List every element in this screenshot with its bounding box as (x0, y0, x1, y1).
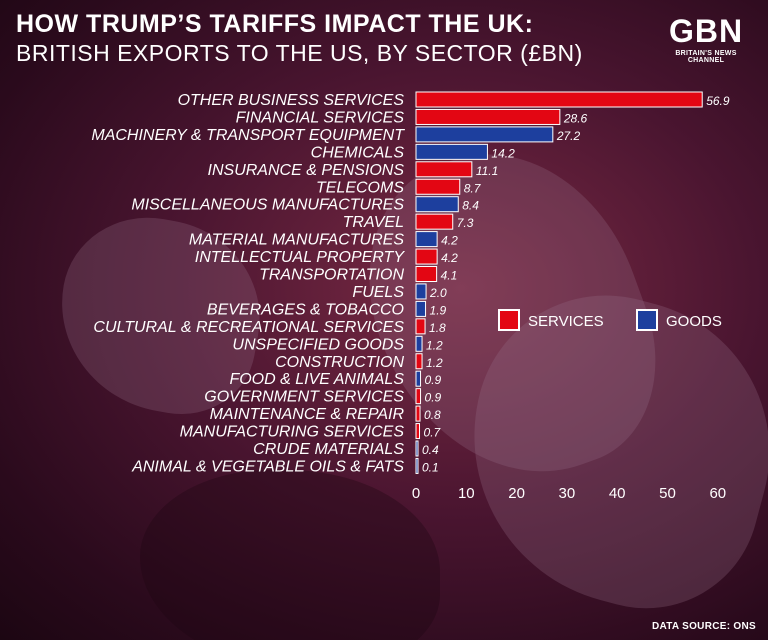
value-label: 0.4 (422, 443, 439, 457)
x-tick-label: 20 (508, 485, 525, 502)
legend-swatch (498, 309, 520, 331)
value-label: 0.8 (424, 408, 441, 422)
x-tick-label: 30 (559, 485, 576, 502)
category-label: MACHINERY & TRANSPORT EQUIPMENT (91, 127, 405, 144)
category-label: FUELS (352, 284, 404, 301)
bar (415, 143, 488, 160)
category-label: TRAVEL (343, 214, 404, 231)
chart-subtitle: BRITISH EXPORTS TO THE US, BY SECTOR (£B… (16, 40, 583, 66)
category-label: TRANSPORTATION (259, 267, 404, 284)
category-label: MISCELLANEOUS MANUFACTURES (131, 197, 404, 214)
category-label: MATERIAL MANUFACTURES (189, 232, 404, 249)
bar (415, 318, 426, 335)
bar (415, 196, 459, 213)
bar (415, 353, 423, 370)
bar (415, 300, 427, 317)
category-label: CHEMICALS (311, 144, 405, 161)
bar (415, 161, 473, 178)
category-label: BEVERAGES & TOBACCO (207, 301, 404, 318)
category-label: ANIMAL & VEGETABLE OILS & FATS (131, 458, 404, 475)
value-label: 0.9 (425, 373, 442, 387)
value-label: 8.4 (462, 199, 479, 213)
value-label: 4.2 (441, 234, 458, 248)
value-label: 1.9 (430, 303, 447, 317)
bar (415, 213, 454, 230)
value-label: 4.1 (441, 269, 458, 283)
gbn-logo: GBN BRITAIN'S NEWS CHANNEL (658, 14, 754, 64)
value-label: 0.7 (424, 426, 442, 440)
value-label: 11.1 (476, 164, 498, 178)
category-label: MANUFACTURING SERVICES (180, 424, 405, 441)
value-label: 14.2 (491, 146, 515, 160)
bar (415, 440, 419, 457)
category-label: GOVERNMENT SERVICES (204, 389, 404, 406)
category-label: CRUDE MATERIALS (253, 441, 404, 458)
value-label: 28.6 (563, 111, 588, 125)
x-tick-label: 10 (458, 485, 475, 502)
category-label: INSURANCE & PENSIONS (208, 162, 405, 179)
legend-label: GOODS (666, 313, 722, 330)
bar (415, 388, 422, 405)
category-label: INTELLECTUAL PROPERTY (195, 249, 406, 266)
x-tick-label: 40 (609, 485, 626, 502)
x-tick-label: 60 (709, 485, 726, 502)
logo-tagline: BRITAIN'S NEWS CHANNEL (675, 50, 737, 64)
value-label: 4.2 (441, 251, 458, 265)
bar (415, 91, 703, 108)
legend-label: SERVICES (528, 313, 604, 330)
bar (415, 126, 554, 143)
value-label: 0.9 (425, 391, 442, 405)
value-label: 7.3 (457, 216, 474, 230)
logo-wordmark: GBN (668, 13, 744, 49)
value-label: 1.8 (429, 321, 446, 335)
legend-swatch (636, 309, 658, 331)
value-label: 1.2 (426, 338, 443, 352)
x-tick-label: 50 (659, 485, 676, 502)
category-label: TELECOMS (316, 179, 404, 196)
category-label: FOOD & LIVE ANIMALS (229, 371, 404, 388)
value-label: 56.9 (706, 94, 730, 108)
category-label: CULTURAL & RECREATIONAL SERVICES (93, 319, 404, 336)
bar (415, 335, 423, 352)
x-tick-label: 0 (412, 485, 420, 502)
chart-title: HOW TRUMP’S TARIFFS IMPACT THE UK: (16, 10, 534, 38)
category-label: CONSTRUCTION (275, 354, 404, 371)
value-label: 2.0 (429, 286, 447, 300)
bar (415, 283, 427, 300)
category-label: MAINTENANCE & REPAIR (210, 406, 405, 423)
bar (415, 457, 419, 474)
bar (415, 178, 461, 195)
map-sea-shadow (140, 470, 440, 640)
category-label: UNSPECIFIED GOODS (232, 336, 404, 353)
bar (415, 405, 421, 422)
bar (415, 108, 561, 125)
category-label: OTHER BUSINESS SERVICES (178, 92, 405, 109)
data-source: DATA SOURCE: ONS (651, 621, 756, 632)
value-label: 8.7 (464, 181, 482, 195)
value-label: 27.2 (556, 129, 581, 143)
bar (415, 231, 438, 248)
value-label: 0.1 (422, 460, 439, 474)
bar (415, 370, 422, 387)
bar (415, 248, 438, 265)
category-label: FINANCIAL SERVICES (236, 109, 405, 126)
value-label: 1.2 (426, 356, 443, 370)
bar (415, 266, 438, 282)
bar (415, 423, 421, 440)
